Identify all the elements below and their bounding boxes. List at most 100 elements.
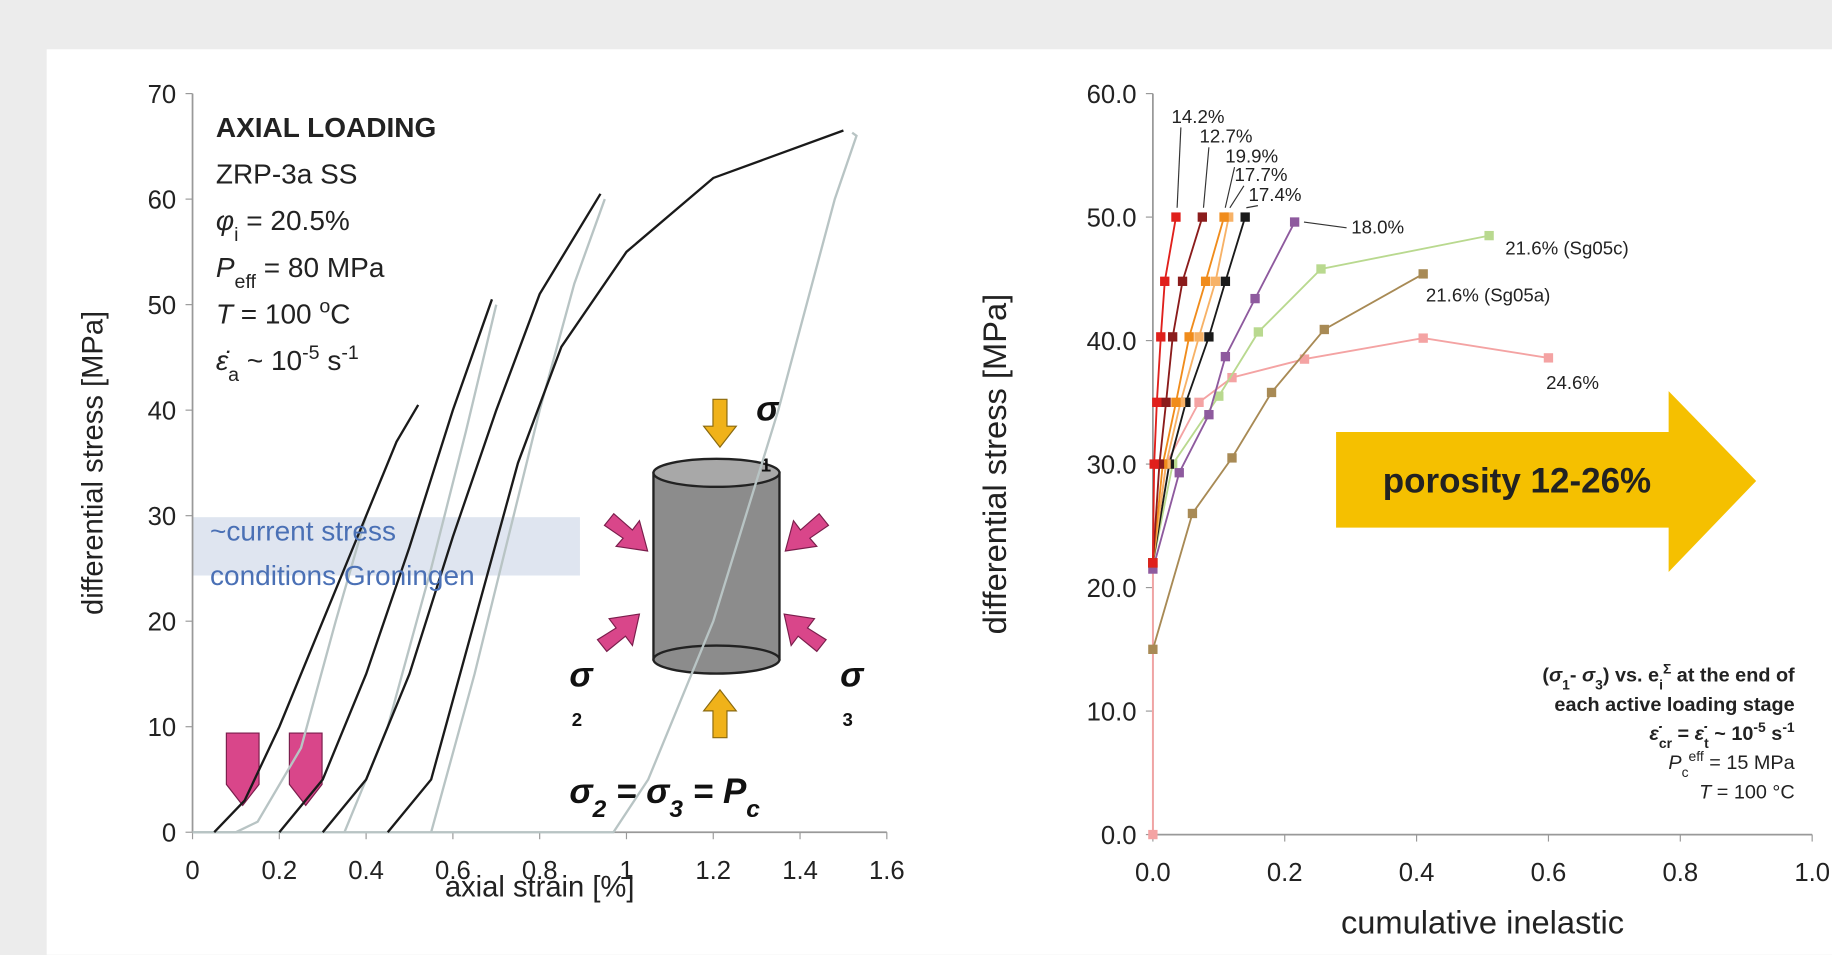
text-part: o	[319, 295, 330, 317]
point	[1227, 372, 1237, 383]
text-part: AXIAL LOADING	[216, 112, 436, 143]
arrow	[702, 398, 738, 449]
text-part: eff	[1689, 748, 1704, 764]
point	[1177, 276, 1188, 286]
series-line	[1151, 216, 1225, 564]
text-part: σ	[569, 772, 594, 811]
text-part: φ	[216, 205, 234, 236]
point	[1167, 332, 1178, 342]
y-tick-label: 50.0	[1087, 204, 1137, 232]
diagram-label: σ	[756, 389, 781, 428]
series-label: 17.4%	[1249, 184, 1302, 205]
box-line: (σ1- σ3) vs. eiΣ at the end of	[1542, 661, 1795, 693]
point	[1187, 508, 1198, 519]
arrow	[288, 732, 323, 807]
y-tick-label: 30.0	[1087, 451, 1137, 479]
arrow	[784, 512, 830, 552]
y-tick-label: 60	[148, 186, 177, 214]
y-tick-label: 0	[162, 820, 176, 848]
series-line	[430, 198, 606, 833]
point	[1194, 397, 1204, 408]
cylinder-body	[652, 471, 781, 661]
point	[1171, 397, 1181, 408]
info-line: ZRP-3a SS	[216, 158, 358, 189]
x-tick-label: 0.6	[1531, 859, 1567, 887]
text-part: s	[1766, 723, 1783, 745]
porosity-arrow	[1336, 391, 1757, 573]
y-tick-label: 40	[148, 397, 177, 425]
x-tick-label: 1	[619, 857, 633, 885]
arrow	[702, 688, 738, 739]
x-tick-label: 1.4	[782, 857, 818, 885]
text-part: σ	[1582, 665, 1596, 687]
text-part: -1	[341, 342, 358, 364]
text-part: a	[228, 364, 239, 386]
y-tick-label: 30	[148, 503, 177, 531]
y-tick-label: 60.0	[1087, 81, 1137, 109]
text-part: =	[1672, 723, 1695, 745]
text-part: eff	[235, 271, 257, 293]
note-line: ~current stress	[210, 516, 396, 547]
info-line: AXIAL LOADING	[216, 112, 436, 143]
point	[1184, 332, 1194, 342]
y-tick-label: 10	[148, 714, 177, 742]
point	[1152, 397, 1162, 408]
box-line: each active loading stage	[1554, 694, 1794, 716]
series-label: 12.7%	[1200, 126, 1253, 147]
point	[1149, 459, 1159, 469]
text-part: ~ 10	[1709, 723, 1754, 745]
text-part: 1	[1562, 677, 1570, 693]
point	[1418, 269, 1428, 279]
text-part: 2	[592, 796, 607, 823]
diagram-label: σ	[569, 655, 594, 694]
series-line	[321, 193, 602, 833]
series-line	[1151, 221, 1296, 570]
x-tick-label: 1.2	[695, 857, 731, 885]
text-part: t	[1704, 735, 1709, 751]
label-pointer	[1202, 147, 1210, 208]
y-tick-label: 0.0	[1101, 822, 1137, 850]
equation: σ2 = σ3 = Pc	[569, 772, 760, 822]
info-line: ε̇a ~ 10-5 s-1	[216, 342, 359, 386]
arrow	[596, 613, 641, 653]
cylinder-bottom	[652, 644, 781, 675]
text-part: = 80 MPa	[256, 252, 385, 283]
series-line	[1151, 216, 1247, 564]
y-axis-label: differential stress [MPa]	[78, 311, 110, 615]
x-tick-label: 0.4	[1399, 859, 1435, 887]
x-axis-label: cumulative inelastic	[1341, 904, 1624, 941]
point	[1181, 397, 1191, 408]
y-tick-label: 50	[148, 292, 177, 320]
text-part: P	[216, 252, 235, 283]
text-part: = P	[683, 772, 747, 811]
text-part: ZRP-3a SS	[216, 158, 358, 189]
x-tick-label: 0.2	[1267, 859, 1303, 887]
x-tick-label: 0.8	[1662, 859, 1698, 887]
x-tick-label: 0.8	[522, 857, 558, 885]
info-line: φi = 20.5%	[216, 205, 350, 246]
series-line	[278, 298, 494, 833]
text-part: 1	[761, 455, 771, 476]
y-tick-label: 10.0	[1087, 698, 1137, 726]
series-line	[386, 129, 844, 833]
cylinder-diagram	[225, 398, 830, 807]
text-part: 3	[669, 796, 683, 823]
x-tick-label: 1.0	[1794, 859, 1830, 887]
text-part: i	[234, 224, 238, 246]
point	[1148, 644, 1158, 654]
point	[1316, 264, 1326, 274]
text-part: each active loading stage	[1554, 694, 1794, 716]
point	[1171, 212, 1181, 222]
text-part: ) vs. e	[1603, 665, 1659, 687]
point	[1161, 397, 1171, 408]
point	[1219, 212, 1229, 222]
point	[1240, 212, 1250, 222]
text-part: σ	[840, 655, 865, 694]
point	[1197, 212, 1207, 222]
series-label: 21.6% (Sg05c)	[1505, 238, 1628, 259]
text-part: s	[320, 345, 342, 376]
point	[1220, 351, 1231, 362]
series-line	[1151, 216, 1204, 563]
point	[1204, 332, 1214, 342]
